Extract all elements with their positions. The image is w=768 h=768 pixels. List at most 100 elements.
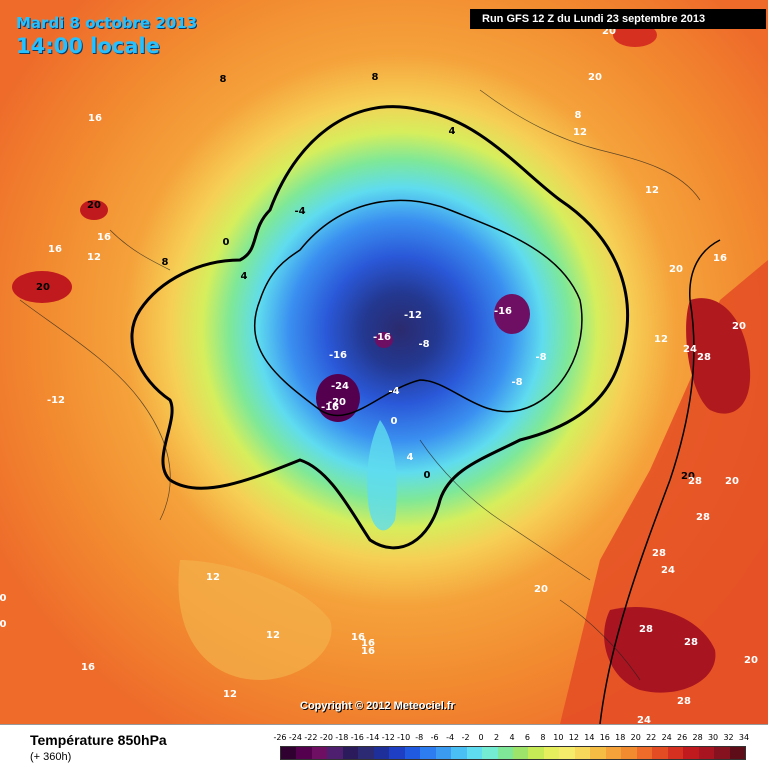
isotherm-label: -12	[47, 395, 65, 406]
isotherm-label: 28	[684, 637, 698, 648]
isotherm-label: 20	[744, 655, 758, 666]
isotherm-label: 4	[407, 452, 414, 463]
scale-swatch	[621, 747, 638, 759]
scale-swatch	[296, 747, 313, 759]
forecast-time: 14:00 locale	[16, 34, 160, 58]
isotherm-label: -4	[388, 386, 399, 397]
isotherm-label: -20	[328, 397, 346, 408]
isotherm-label: 24	[637, 715, 651, 724]
scale-tick-label: 28	[692, 733, 703, 742]
scale-tick-label: -2	[461, 733, 470, 742]
scale-tick-label: -14	[366, 733, 380, 742]
scale-tick-label: -6	[430, 733, 439, 742]
scale-swatch	[574, 747, 591, 759]
scale-swatch	[420, 747, 437, 759]
isotherm-label: 0	[0, 593, 7, 604]
twenty-isotherm	[599, 239, 721, 724]
isotherm-label: 4	[449, 126, 456, 137]
isotherm-label: -24	[331, 381, 349, 392]
isotherm-label: -4	[294, 206, 305, 217]
scale-tick-label: 0	[478, 733, 484, 742]
scale-swatch	[466, 747, 483, 759]
isotherm-label: -8	[535, 352, 546, 363]
isotherm-label: 20	[602, 26, 616, 37]
scale-swatch	[605, 747, 622, 759]
scale-swatch	[714, 747, 731, 759]
copyright-notice: Copyright © 2012 Meteociel.fr	[300, 700, 455, 712]
scale-tick-label: -18	[335, 733, 349, 742]
scale-swatch	[451, 747, 468, 759]
scale-tick-label: -22	[304, 733, 318, 742]
scale-swatch	[698, 747, 715, 759]
scale-tick-label: 18	[615, 733, 626, 742]
isotherm-label: 16	[351, 632, 365, 643]
isotherm-label: -8	[511, 377, 522, 388]
scale-swatch	[559, 747, 576, 759]
isotherm-label: 28	[697, 352, 711, 363]
warm-spot-northwest	[12, 271, 72, 303]
isotherm-label: 20	[534, 584, 548, 595]
isotherm-label: 8	[220, 74, 227, 85]
isotherm-label: 12	[266, 630, 280, 641]
scale-tick-label: 14	[584, 733, 595, 742]
scale-swatch	[404, 747, 421, 759]
legend-bar: Température 850hPa (+ 360h) -26 -24 -22 -20…	[0, 724, 768, 768]
scale-tick-label: 12	[568, 733, 579, 742]
isotherm-label: 20	[725, 476, 739, 487]
scale-swatch	[358, 747, 375, 759]
scale-tick-label: 30	[707, 733, 719, 742]
scale-swatch	[482, 747, 499, 759]
isotherm-label: 28	[652, 548, 666, 559]
scale-swatch	[528, 747, 545, 759]
scale-tick-label: 2	[493, 733, 500, 742]
scale-swatch	[373, 747, 390, 759]
isotherm-label: -8	[418, 339, 429, 350]
forecast-hour: (+ 360h)	[30, 751, 72, 763]
isotherm-label: 16	[88, 113, 102, 124]
forecast-date: Mardi 8 octobre 2013	[16, 14, 198, 32]
scale-swatch	[311, 747, 328, 759]
isotherm-label: -16	[373, 332, 391, 343]
scale-tick-label: -26	[273, 733, 287, 742]
isotherm-label: 0	[391, 416, 398, 427]
scale-swatch	[652, 747, 669, 759]
isotherm-label: 20	[87, 200, 101, 211]
cold-core-greenland	[316, 374, 360, 422]
scale-tick-label: -4	[446, 733, 455, 742]
isotherm-label: 20	[681, 471, 695, 482]
parameter-title: Température 850hPa	[30, 732, 167, 748]
hot-core-southeast	[604, 606, 716, 693]
color-scale	[280, 746, 746, 760]
coastlines	[19, 89, 701, 681]
isotherm-label: 20	[588, 72, 602, 83]
scale-tick-label: -24	[288, 733, 302, 742]
isotherm-label: 4	[241, 271, 248, 282]
scale-swatch	[683, 747, 700, 759]
isotherm-label: 12	[87, 252, 101, 263]
scale-swatch	[327, 747, 344, 759]
isotherm-label: -16	[329, 350, 347, 361]
warm-zone-south-blob	[178, 560, 332, 680]
scale-swatch	[342, 747, 359, 759]
scale-swatch	[513, 747, 529, 759]
isotherm-label: 0	[0, 619, 7, 630]
isotherm-label: -12	[404, 310, 422, 321]
scale-tick-label: 8	[540, 733, 546, 742]
cold-core-arctic	[375, 332, 393, 348]
scale-swatch	[435, 747, 452, 759]
isotherm-label: 16	[361, 646, 375, 657]
isotherm-label: 8	[372, 72, 379, 83]
scale-swatch	[389, 747, 406, 759]
scale-tick-label: 24	[661, 733, 672, 742]
isotherm-label: 28	[696, 512, 710, 523]
isotherm-label: 12	[223, 689, 237, 700]
zero-isotherm	[130, 105, 629, 550]
isotherm-label: 16	[97, 232, 111, 243]
scale-tick-label: 22	[646, 733, 657, 742]
cold-arm-scandinavia	[367, 420, 397, 531]
scale-tick-label: -16	[350, 733, 364, 742]
isotherm-label: 0	[424, 470, 431, 481]
scale-tick-label: -20	[319, 733, 333, 742]
